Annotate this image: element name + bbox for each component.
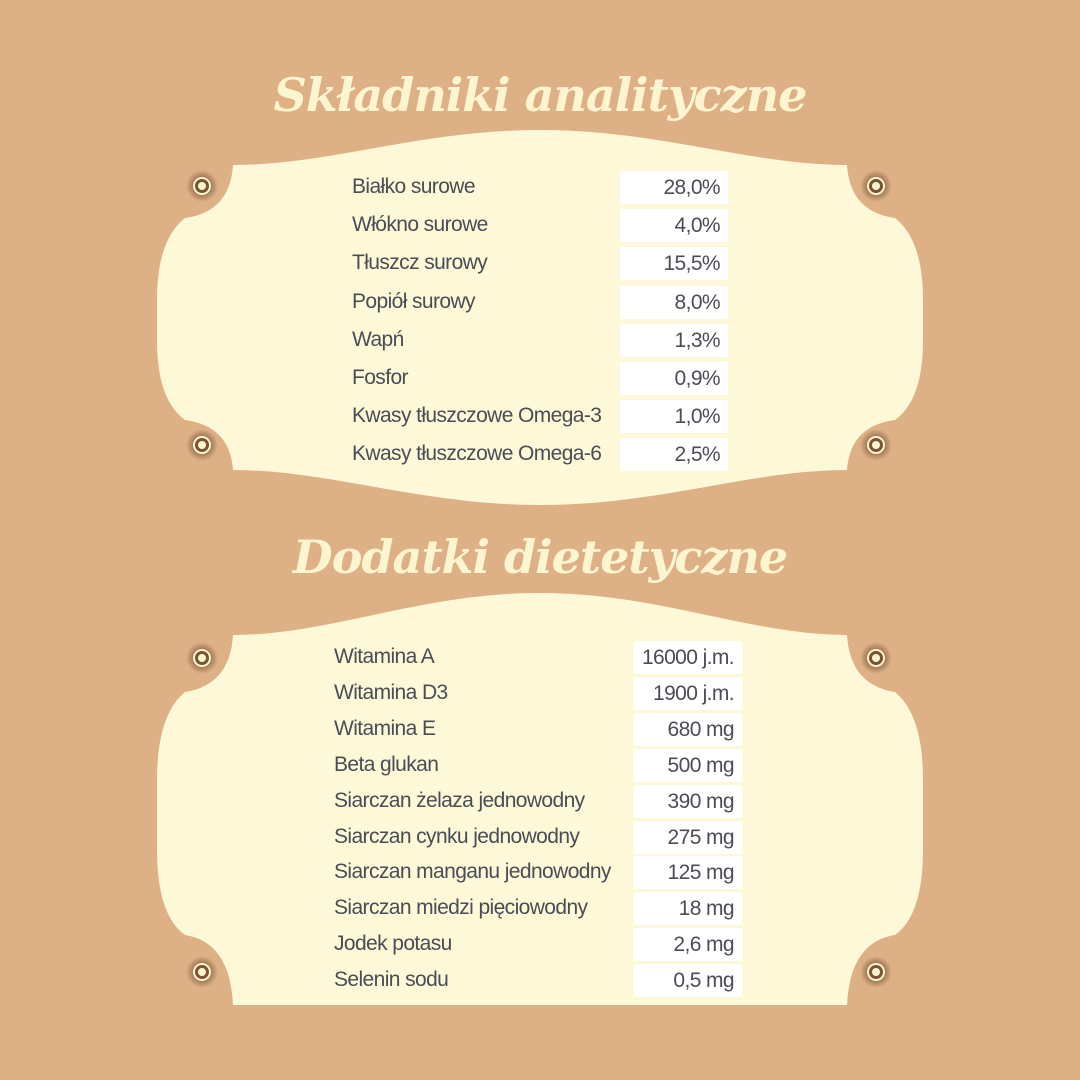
- table-row: Wapń: [352, 323, 404, 357]
- screw-icon: [860, 429, 892, 461]
- row-label: Kwasy tłuszczowe Omega-3: [352, 404, 602, 428]
- table-row: Kwasy tłuszczowe Omega-3: [352, 399, 602, 433]
- table-row: Tłuszcz surowy: [352, 246, 488, 280]
- screw-icon: [186, 170, 218, 202]
- row-value: 4,0%: [620, 209, 728, 243]
- screw-icons: [186, 170, 892, 988]
- table-row: Siarczan żelaza jednowodny: [334, 784, 585, 818]
- screw-icon: [186, 956, 218, 988]
- row-value: 275 mg: [634, 820, 742, 854]
- row-label: Włókno surowe: [352, 213, 488, 237]
- table-row: Witamina E: [334, 712, 436, 746]
- row-value: 500 mg: [634, 748, 742, 782]
- section1-title: Składniki analityczne: [273, 68, 808, 122]
- table-row: Siarczan miedzi pięciowodny: [334, 891, 588, 925]
- row-value: 18 mg: [634, 892, 742, 926]
- plaque-top: [157, 130, 923, 505]
- row-label: Białko surowe: [352, 175, 476, 198]
- row-value: 390 mg: [634, 784, 742, 818]
- table-row: Jodek potasu: [334, 927, 452, 961]
- row-value: 0,9%: [620, 362, 728, 395]
- row-value: 1900 j.m.: [634, 676, 742, 710]
- row-value: 16000 j.m.: [634, 641, 742, 674]
- row-label: Tłuszcz surowy: [352, 251, 488, 275]
- table-row: Beta glukan: [334, 748, 439, 782]
- row-label: Siarczan manganu jednowodny: [334, 860, 611, 884]
- row-label: Siarczan żelaza jednowodny: [334, 788, 585, 812]
- row-label: Siarczan miedzi pięciowodny: [334, 896, 588, 920]
- row-value: 8,0%: [620, 285, 728, 319]
- screw-icon: [860, 170, 892, 202]
- screw-icon: [186, 429, 218, 461]
- row-label: Popiół surowy: [352, 289, 476, 313]
- row-label: Kwasy tłuszczowe Omega-6: [352, 442, 602, 466]
- table-row: Siarczan cynku jednowodny: [334, 820, 580, 854]
- row-value: 125 mg: [634, 856, 742, 890]
- row-label: Witamina E: [334, 716, 436, 740]
- row-value: 0,5 mg: [634, 964, 742, 998]
- screw-icon: [860, 642, 892, 674]
- row-value: 28,0%: [620, 171, 728, 204]
- row-value: 2,6 mg: [634, 928, 742, 962]
- row-value: 1,3%: [620, 323, 728, 357]
- table-row: Kwasy tłuszczowe Omega-6: [352, 437, 602, 471]
- row-value: 1,0%: [620, 400, 728, 434]
- table-row: Witamina D3: [334, 676, 448, 710]
- row-label: Beta glukan: [334, 752, 439, 776]
- table-row: Białko surowe: [352, 170, 476, 204]
- screw-icon: [860, 956, 892, 988]
- row-label: Witamina D3: [334, 680, 448, 704]
- table-row: Selenin sodu: [334, 963, 449, 997]
- section2-title: Dodatki dietetyczne: [292, 530, 788, 584]
- table-row: Fosfor: [352, 361, 409, 395]
- row-label: Jodek potasu: [334, 932, 452, 956]
- row-label: Siarczan cynku jednowodny: [334, 824, 580, 848]
- table-row: Włókno surowe: [352, 208, 488, 242]
- row-label: Selenin sodu: [334, 968, 449, 992]
- row-value: 680 mg: [634, 712, 742, 746]
- table-row: Popiół surowy: [352, 285, 476, 319]
- row-label: Wapń: [352, 327, 404, 351]
- row-value: 2,5%: [620, 438, 728, 472]
- table-row: Siarczan manganu jednowodny: [334, 855, 611, 889]
- table-row: Witamina A: [334, 640, 435, 674]
- screw-icon: [186, 642, 218, 674]
- row-label: Witamina A: [334, 645, 435, 668]
- row-value: 15,5%: [620, 247, 728, 281]
- row-label: Fosfor: [352, 366, 409, 389]
